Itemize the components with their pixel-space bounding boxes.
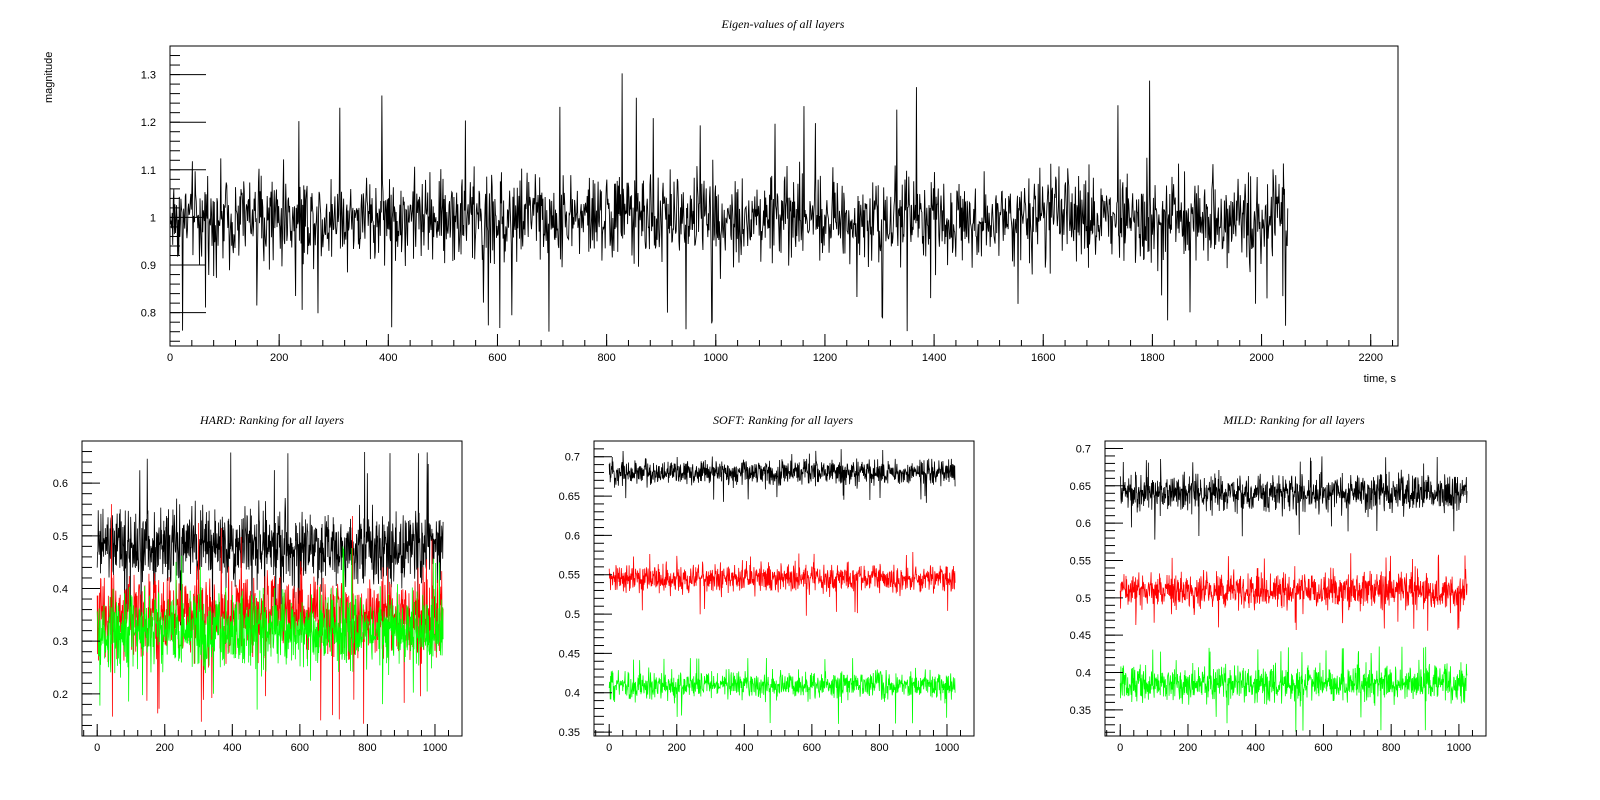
x-tick-label: 600 [488, 352, 506, 364]
y-tick-label: 0.6 [565, 530, 580, 542]
y-tick-label: 0.35 [559, 727, 580, 739]
x-tick-label: 800 [597, 352, 615, 364]
x-tick-label: 1600 [1031, 352, 1055, 364]
series-line [96, 504, 444, 724]
x-tick-label: 200 [156, 742, 174, 754]
x-tick-label: 600 [291, 742, 309, 754]
chart-title: HARD: Ranking for all layers [199, 413, 344, 427]
series-line [1119, 456, 1468, 540]
plot-frame [1104, 440, 1487, 737]
series-line [1119, 646, 1468, 732]
x-tick-label: 1200 [813, 352, 837, 364]
x-tick-label: 600 [803, 742, 821, 754]
y-tick-label: 0.6 [1076, 518, 1091, 530]
chart-title: MILD: Ranking for all layers [1222, 413, 1365, 427]
x-tick-label: 0 [606, 742, 612, 754]
x-tick-label: 200 [270, 352, 288, 364]
y-tick-label: 0.2 [53, 689, 68, 701]
y-tick-label: 0.45 [559, 648, 580, 660]
x-tick-label: 2000 [1249, 352, 1273, 364]
y-tick-label: 1.2 [141, 117, 156, 129]
y-tick-label: 1 [150, 212, 156, 224]
chart-title: Eigen-values of all layers [721, 17, 845, 31]
plot-frame [169, 45, 1399, 347]
y-tick-label: 0.55 [1070, 555, 1091, 567]
y-tick-label: 0.8 [141, 308, 156, 320]
x-tick-label: 0 [167, 352, 173, 364]
soft-ranking-panel: SOFT: Ranking for all layers 0.35 0.4 0.45… [559, 413, 975, 754]
x-axis-label: time, s [1364, 373, 1397, 385]
x-tick-label: 1800 [1140, 352, 1164, 364]
x-tick-label: 200 [668, 742, 686, 754]
x-tick-label: 0 [94, 742, 100, 754]
y-tick-label: 0.35 [1070, 705, 1091, 717]
y-tick-label: 0.7 [565, 452, 580, 464]
plot-frame [593, 440, 975, 737]
y-tick-label: 0.5 [53, 531, 68, 543]
y-tick-label: 0.4 [53, 584, 68, 596]
y-tick-label: 0.45 [1070, 630, 1091, 642]
series-line [608, 658, 956, 724]
series-line [608, 552, 956, 616]
x-tick-label: 400 [379, 352, 397, 364]
mild-ranking-panel: MILD: Ranking for all layers 0.35 0.4 0.45… [1070, 413, 1487, 754]
y-tick-label: 0.5 [1076, 593, 1091, 605]
y-tick-label: 0.55 [559, 570, 580, 582]
x-tick-label: 1000 [423, 742, 447, 754]
x-tick-label: 800 [358, 742, 376, 754]
x-tick-label: 600 [1314, 742, 1332, 754]
y-tick-label: 0.5 [565, 609, 580, 621]
series-line [1119, 553, 1468, 631]
x-tick-label: 1000 [1447, 742, 1471, 754]
series-line [96, 451, 444, 626]
y-tick-label: 0.6 [53, 478, 68, 490]
y-tick-label: 0.65 [559, 491, 580, 503]
x-tick-label: 800 [870, 742, 888, 754]
x-tick-label: 1000 [704, 352, 728, 364]
x-tick-label: 800 [1382, 742, 1400, 754]
y-tick-label: 1.1 [141, 165, 156, 177]
y-tick-label: 0.3 [53, 636, 68, 648]
x-tick-label: 1400 [922, 352, 946, 364]
y-tick-label: 0.65 [1070, 481, 1091, 493]
y-tick-label: 0.7 [1076, 443, 1091, 455]
x-tick-label: 400 [1247, 742, 1265, 754]
x-tick-label: 2200 [1358, 352, 1382, 364]
y-tick-label: 1.3 [141, 70, 156, 82]
hard-ranking-panel: HARD: Ranking for all layers 0.2 0.3 0.4 0.… [53, 413, 463, 754]
chart-title: SOFT: Ranking for all layers [713, 413, 853, 427]
series-line [169, 73, 1289, 332]
x-tick-label: 400 [223, 742, 241, 754]
series-line [608, 449, 956, 503]
series-line [96, 546, 444, 710]
x-tick-label: 200 [1179, 742, 1197, 754]
y-axis-label: magnitude [43, 52, 55, 103]
y-tick-label: 0.9 [141, 260, 156, 272]
eigenvalues-panel: Eigen-values of all layers time, s magni… [43, 17, 1399, 385]
y-tick-label: 0.4 [1076, 668, 1091, 680]
y-tick-label: 0.4 [565, 688, 580, 700]
x-tick-label: 1000 [935, 742, 959, 754]
x-tick-label: 0 [1117, 742, 1123, 754]
x-tick-label: 400 [735, 742, 753, 754]
